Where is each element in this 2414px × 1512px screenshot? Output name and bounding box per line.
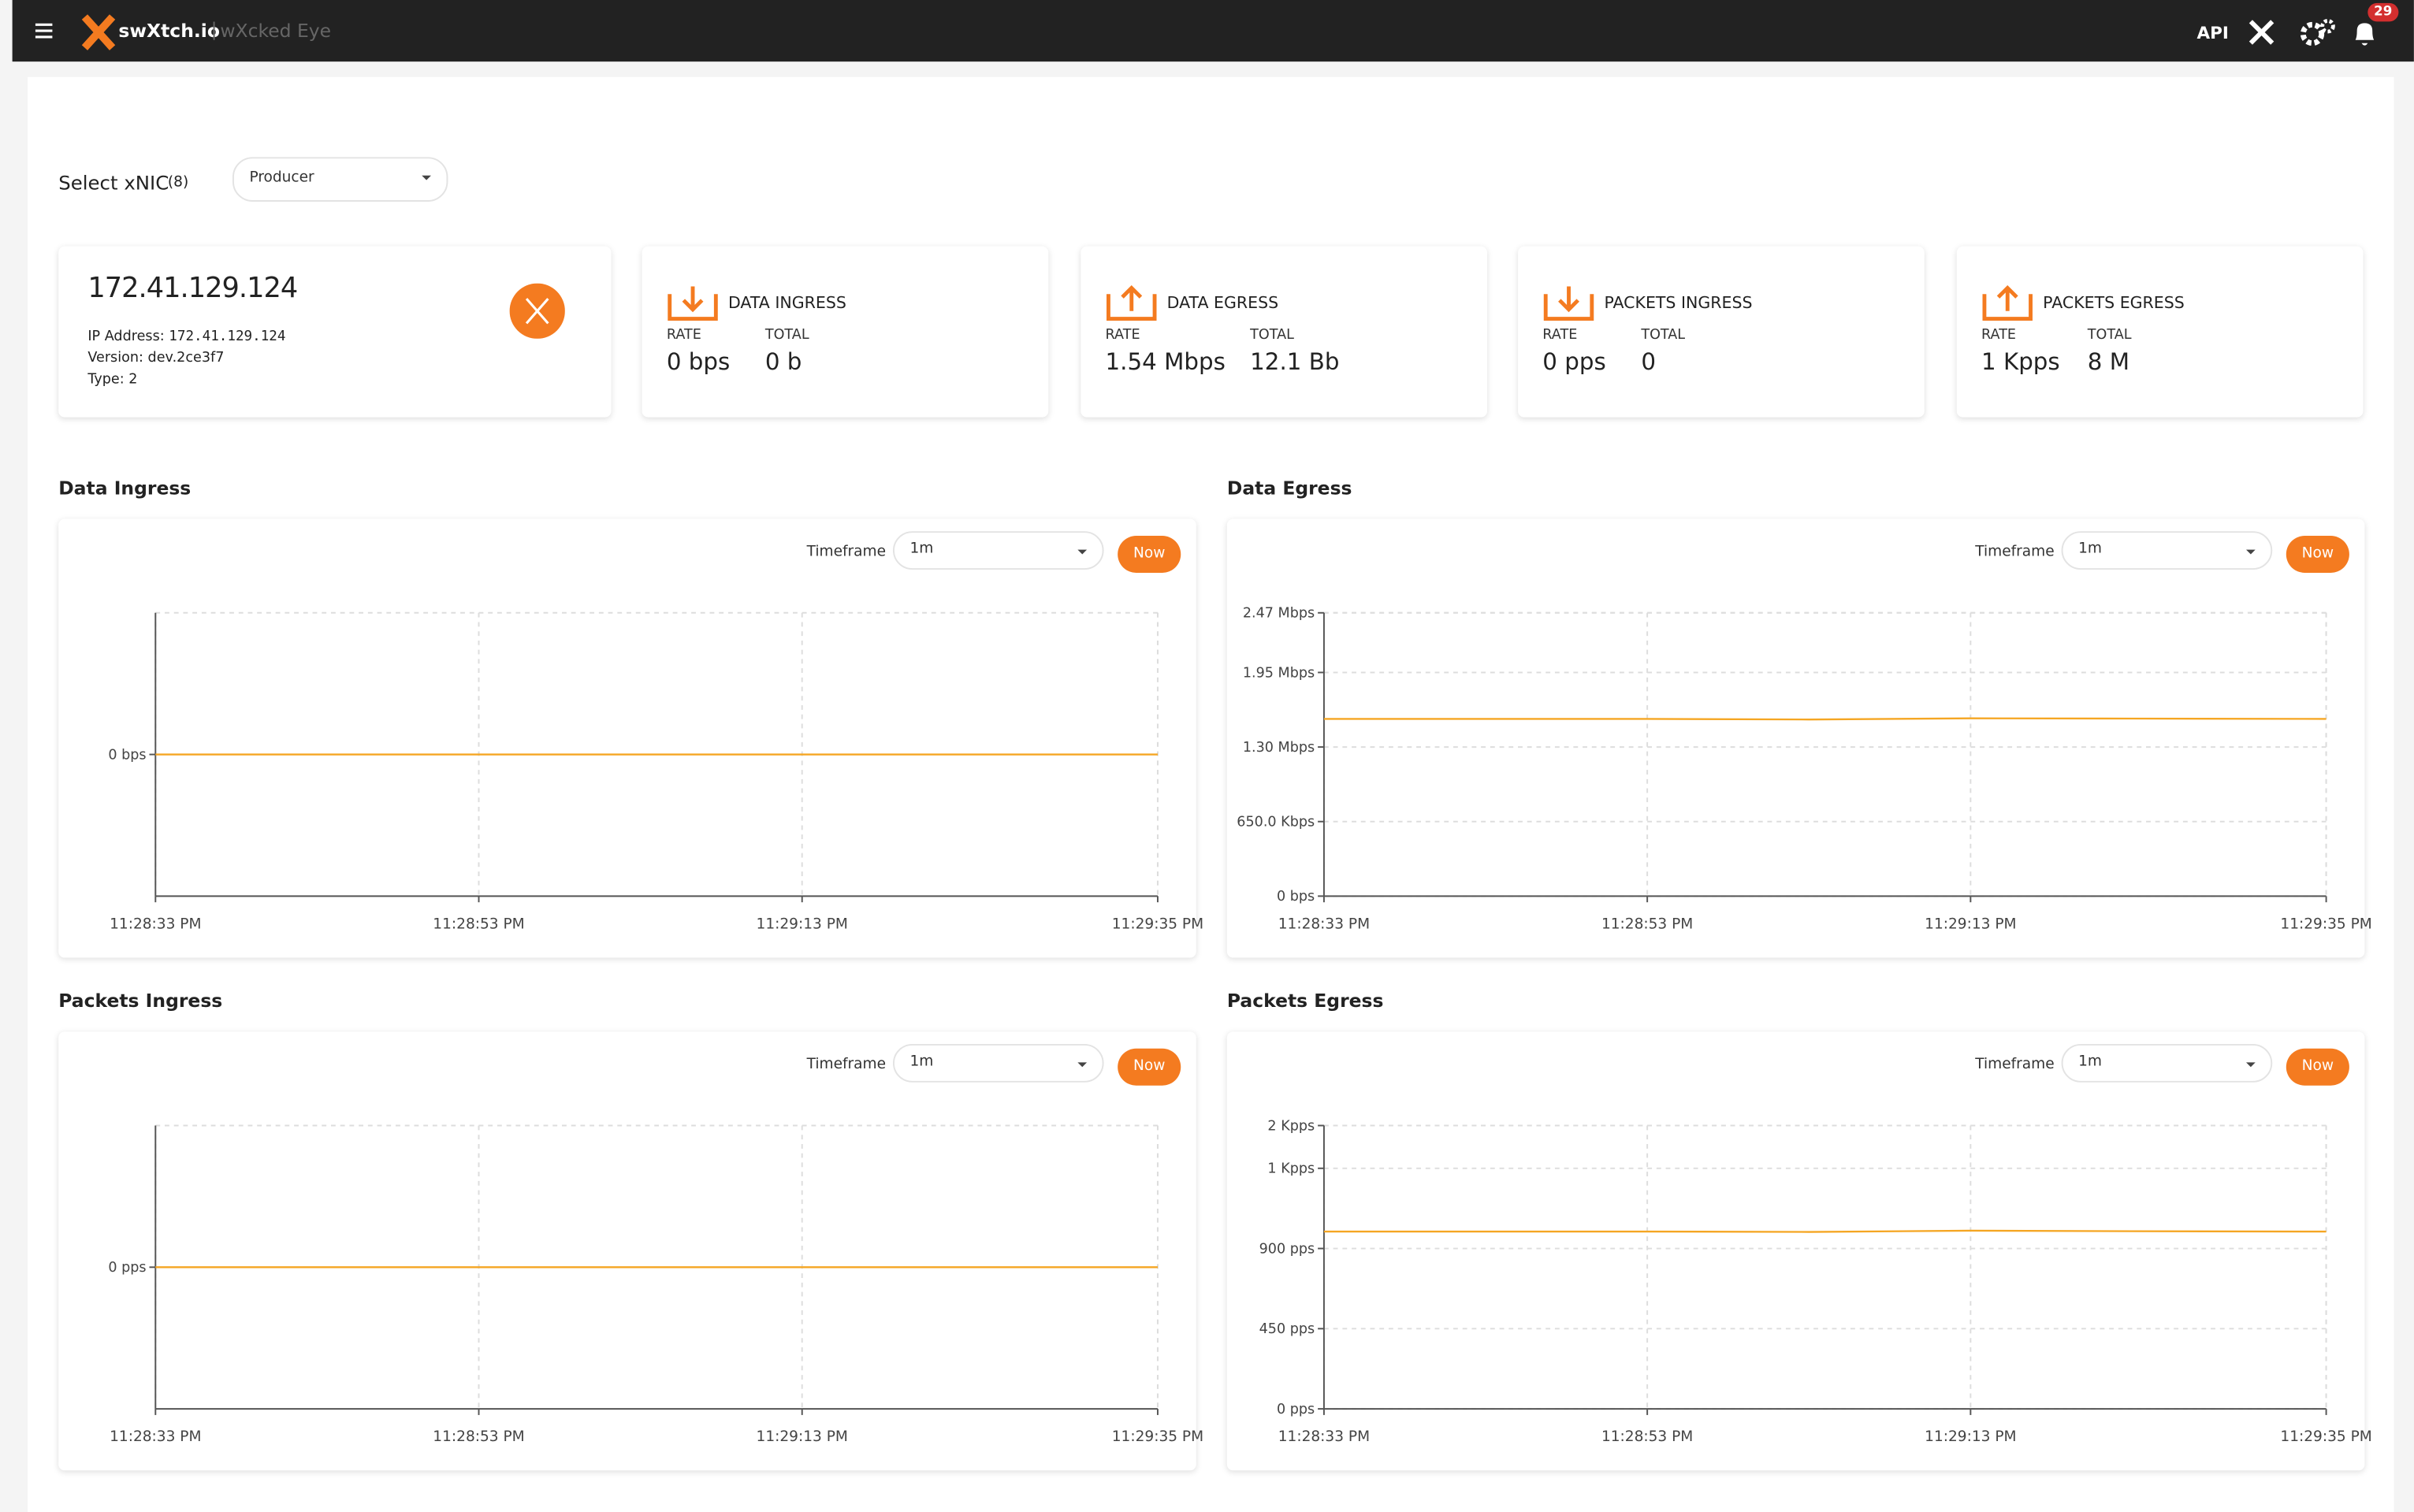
notification-badge: 29 [2368, 2, 2399, 22]
select-label: Select xNIC [58, 170, 169, 195]
ingress-icon [1543, 286, 1594, 321]
timeframe-label: Timeframe [806, 543, 887, 561]
stat-value: 0 pps [1542, 347, 1606, 376]
stat-label: RATE [1981, 328, 2017, 344]
separator: | [210, 18, 218, 40]
stat-card: PACKETS INGRESS RATE TOTAL 0 pps 0 [1518, 246, 1925, 418]
swxtch-icon[interactable] [2248, 18, 2275, 46]
stat-label: RATE [1105, 328, 1140, 344]
chart-card [58, 1031, 1196, 1471]
timeframe-dropdown[interactable]: 1m [2061, 1043, 2273, 1083]
device-field: Version: dev.2ce3f7 [87, 351, 224, 367]
device-ip: 172.41.129.124 [87, 272, 298, 305]
now-button[interactable]: Now [2286, 1048, 2349, 1086]
field-label: Version: [87, 351, 143, 367]
field-value: dev.2ce3f7 [147, 351, 225, 367]
chart-title: Packets Egress [1226, 990, 1384, 1012]
device-field: IP Address: 172.41.129.124 [87, 329, 285, 345]
brand: swXtch.io [118, 20, 220, 42]
stat-value: 8 M [2087, 347, 2130, 376]
stat-title: DATA EGRESS [1166, 294, 1279, 313]
stat-value: 1.54 Mbps [1105, 347, 1226, 376]
stat-label: RATE [1542, 328, 1578, 344]
device-logo [509, 283, 565, 339]
stat-card: DATA EGRESS RATE TOTAL 1.54 Mbps 12.1 Bb [1081, 246, 1487, 418]
xnic-dropdown[interactable]: Producer [232, 157, 448, 202]
stat-value: 12.1 Bb [1250, 347, 1340, 376]
now-button[interactable]: Now [1118, 536, 1181, 573]
stat-label: TOTAL [764, 328, 809, 344]
chart-title: Data Ingress [58, 477, 192, 500]
device-card: 172.41.129.124 IP Address: 172.41.129.12… [58, 246, 612, 418]
stat-title: PACKETS EGRESS [2043, 294, 2185, 313]
egress-icon [1982, 284, 2033, 321]
field-label: Type: [87, 372, 125, 388]
chart-title: Packets Ingress [58, 990, 223, 1012]
field-value: 2 [128, 372, 138, 388]
field-label: IP Address: [87, 329, 165, 345]
egress-icon [1107, 284, 1157, 321]
field-value: 172.41.129.124 [169, 329, 286, 345]
timeframe-dropdown[interactable]: 1m [2061, 531, 2273, 570]
stat-value: 0 b [764, 347, 802, 376]
api-link[interactable]: API [2196, 23, 2229, 43]
now-button[interactable]: Now [2286, 536, 2349, 573]
device-field: Type: 2 [87, 373, 137, 388]
stat-label: TOTAL [2087, 328, 2132, 344]
stat-value: 1 Kpps [1981, 347, 2060, 376]
timeframe-label: Timeframe [806, 1056, 887, 1074]
chart-title: Data Egress [1226, 477, 1352, 500]
bell-icon[interactable] [2351, 18, 2379, 49]
timeframe-label: Timeframe [1975, 543, 2055, 561]
chart-card [58, 518, 1196, 958]
product-name: wXcked Eye [220, 20, 332, 42]
chart-card [1226, 1031, 2365, 1471]
stat-value: 0 [1641, 347, 1656, 376]
stat-card: PACKETS EGRESS RATE TOTAL 1 Kpps 8 M [1956, 246, 2364, 418]
stat-value: 0 bps [666, 347, 731, 376]
top-bar: swXtch.io | wXcked Eye API 29 [12, 0, 2414, 62]
settings-icon[interactable] [2300, 17, 2337, 47]
timeframe-dropdown[interactable]: 1m [892, 531, 1104, 570]
stat-card: DATA INGRESS RATE TOTAL 0 bps 0 b [642, 246, 1049, 418]
timeframe-label: Timeframe [1975, 1056, 2055, 1074]
stat-label: TOTAL [1250, 328, 1294, 344]
logo[interactable] [80, 14, 117, 51]
stat-title: PACKETS INGRESS [1604, 294, 1753, 313]
stat-label: TOTAL [1641, 328, 1686, 344]
chart-card [1226, 518, 2365, 958]
stat-title: DATA INGRESS [727, 294, 846, 313]
select-count: (8) [167, 173, 189, 191]
menu-icon[interactable] [34, 21, 55, 39]
now-button[interactable]: Now [1118, 1048, 1181, 1086]
timeframe-dropdown[interactable]: 1m [892, 1043, 1104, 1083]
stat-label: RATE [666, 328, 701, 344]
ingress-icon [668, 286, 718, 321]
